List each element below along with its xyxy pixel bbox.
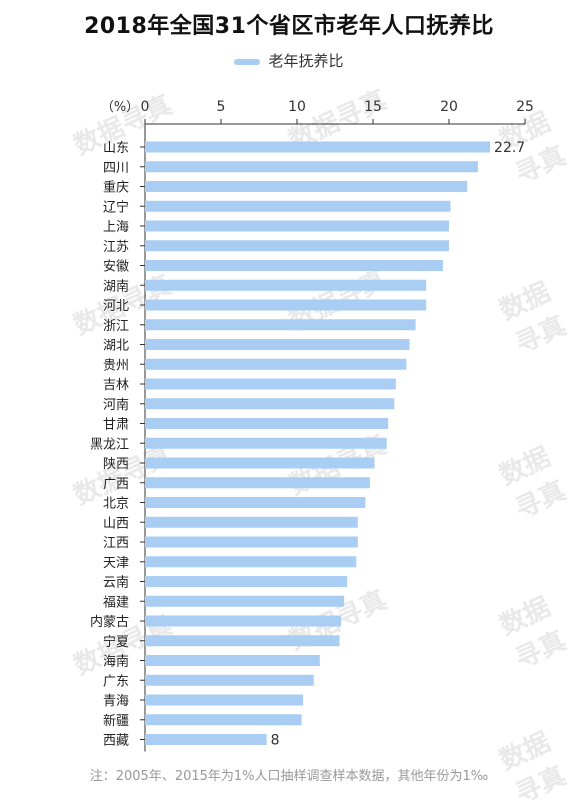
bar (145, 714, 302, 726)
bar (145, 398, 395, 410)
y-category-label: 福建 (103, 595, 129, 610)
data-label: 22.7 (494, 140, 525, 156)
bar (145, 279, 427, 291)
bar (145, 457, 375, 469)
bar (145, 418, 389, 429)
x-tick-label: 25 (516, 99, 534, 115)
bar (145, 220, 449, 232)
bar (145, 437, 387, 449)
x-tick-label: 5 (217, 99, 226, 115)
bar (145, 655, 320, 666)
y-category-label: 西藏 (103, 734, 129, 749)
bar (145, 536, 358, 548)
bar (145, 576, 348, 587)
bar (145, 694, 304, 706)
y-category-label: 安徽 (103, 260, 129, 275)
bar (145, 141, 491, 153)
y-category-label: 新疆 (103, 713, 129, 729)
bar (145, 378, 396, 390)
y-category-label: 江苏 (103, 239, 129, 255)
y-category-label: 宁夏 (103, 634, 129, 650)
bar (145, 734, 267, 745)
y-category-label: 广西 (103, 477, 129, 492)
y-category-label: 青海 (103, 694, 129, 709)
y-category-label: 河南 (103, 397, 129, 413)
bar (145, 181, 468, 192)
y-category-label: 湖北 (103, 339, 129, 354)
y-category-label: 四川 (103, 161, 129, 176)
y-category-label: 广东 (103, 674, 129, 689)
bar (145, 556, 357, 568)
chart-title: 2018年全国31个省区市老年人口抚养比 (84, 14, 494, 39)
bar (145, 516, 358, 528)
footnote: 注：2005年、2015年为1%人口抽样调查样本数据，其他年份为1‰ (89, 769, 489, 784)
bar (145, 358, 407, 370)
x-tick-label: 20 (440, 99, 458, 115)
y-category-label: 黑龙江 (90, 437, 129, 452)
y-category-label: 天津 (103, 556, 129, 571)
y-category-label: 吉林 (103, 378, 129, 393)
y-category-label: 河北 (103, 299, 129, 314)
legend-swatch (234, 58, 261, 65)
bar (145, 595, 345, 607)
bar (145, 260, 443, 271)
bar (145, 615, 342, 627)
y-category-label: 辽宁 (103, 199, 129, 215)
y-category-label: 云南 (103, 575, 129, 591)
y-category-label: 内蒙古 (90, 614, 129, 630)
chart-legend: 老年抚养比 (0, 50, 578, 71)
legend-label: 老年抚养比 (268, 52, 344, 70)
data-label: 8 (271, 733, 280, 749)
y-category-label: 山西 (103, 516, 129, 531)
bar (145, 200, 451, 212)
bar (145, 635, 340, 647)
y-category-label: 海南 (103, 654, 129, 670)
y-category-label: 山东 (103, 141, 129, 156)
bar (145, 299, 427, 311)
bar (145, 240, 449, 252)
x-tick-label: 15 (364, 99, 382, 115)
y-category-label: 重庆 (103, 180, 129, 196)
x-tick-label: 0 (141, 99, 150, 115)
y-category-label: 贵州 (103, 358, 129, 373)
bar (145, 477, 370, 489)
bar (145, 339, 410, 350)
y-category-label: 浙江 (103, 319, 129, 334)
y-category-label: 北京 (103, 497, 129, 512)
y-category-label: 上海 (103, 220, 129, 235)
y-category-label: 江西 (103, 536, 129, 551)
bar (145, 674, 314, 686)
x-tick-label: 10 (288, 99, 306, 115)
y-category-label: 甘肃 (103, 418, 129, 433)
bar (145, 497, 366, 508)
bar (145, 319, 416, 331)
y-category-label: 湖南 (103, 278, 129, 294)
y-category-label: 陕西 (103, 457, 129, 472)
bar (145, 161, 478, 173)
axis-unit-label: （%） (101, 100, 139, 115)
